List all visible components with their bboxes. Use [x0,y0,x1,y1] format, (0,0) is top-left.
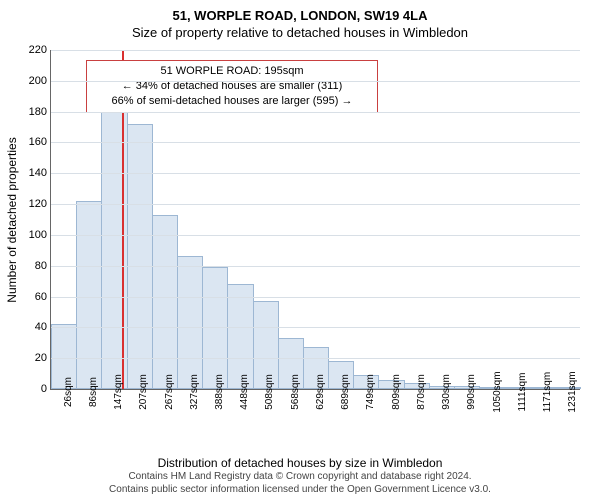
x-tick-label: 1050sqm [492,371,503,412]
chart-title-block: 51, WORPLE ROAD, LONDON, SW19 4LA Size o… [0,0,600,40]
x-tick: 1231sqm [555,390,580,420]
y-tick-label: 220 [21,44,47,56]
x-tick-label: 147sqm [113,374,124,410]
x-tick: 448sqm [227,390,252,420]
x-tick-label: 508sqm [264,374,275,410]
x-tick: 749sqm [353,390,378,420]
x-tick-label: 629sqm [315,374,326,410]
y-tick-label: 60 [21,291,47,303]
footer-attribution: Contains HM Land Registry data © Crown c… [0,470,600,496]
x-tick: 508sqm [252,390,277,420]
x-tick: 809sqm [378,390,403,420]
property-info-box: 51 WORPLE ROAD: 195sqm ← 34% of detached… [86,60,378,113]
x-tick: 930sqm [429,390,454,420]
gridline [51,327,580,328]
x-tick: 1111sqm [504,390,529,420]
x-tick: 327sqm [176,390,201,420]
chart-area: 51 WORPLE ROAD: 195sqm ← 34% of detached… [50,50,580,420]
x-tick-label: 388sqm [214,374,225,410]
y-tick-label: 80 [21,260,47,272]
x-tick: 689sqm [328,390,353,420]
y-axis-label: Number of detached properties [5,137,19,302]
x-tick: 1171sqm [529,390,554,420]
x-tick-label: 26sqm [63,377,74,407]
x-tick: 568sqm [277,390,302,420]
y-tick-label: 180 [21,106,47,118]
y-tick-label: 160 [21,136,47,148]
x-tick-label: 207sqm [138,374,149,410]
histogram-bar [177,256,203,389]
x-tick: 1050sqm [479,390,504,420]
x-tick-label: 1231sqm [567,371,578,412]
gridline [51,173,580,174]
x-tick: 26sqm [50,390,75,420]
y-tick-label: 140 [21,167,47,179]
footer-line1: Contains HM Land Registry data © Crown c… [0,470,600,483]
x-tick-label: 689sqm [340,374,351,410]
x-tick-label: 990sqm [466,374,477,410]
x-tick-label: 267sqm [164,374,175,410]
y-tick-label: 20 [21,352,47,364]
footer-line2: Contains public sector information licen… [0,483,600,496]
y-tick-label: 40 [21,321,47,333]
x-tick-label: 1171sqm [542,372,553,412]
x-tick-label: 930sqm [441,374,452,410]
x-tick: 267sqm [151,390,176,420]
histogram-bar [76,201,102,389]
title-sub: Size of property relative to detached ho… [0,25,600,40]
infobox-line3: 66% of semi-detached houses are larger (… [95,94,369,109]
x-tick-label: 86sqm [88,377,99,407]
x-tick-label: 568sqm [290,374,301,410]
plot-area: 51 WORPLE ROAD: 195sqm ← 34% of detached… [50,50,580,390]
gridline [51,112,580,113]
infobox-line1: 51 WORPLE ROAD: 195sqm [95,64,369,79]
x-tick-label: 809sqm [391,374,402,410]
histogram-bar [152,215,178,389]
x-ticks: 26sqm86sqm147sqm207sqm267sqm327sqm388sqm… [50,390,580,420]
gridline [51,81,580,82]
y-tick-label: 200 [21,75,47,87]
gridline [51,235,580,236]
title-main: 51, WORPLE ROAD, LONDON, SW19 4LA [0,8,600,23]
x-axis-label: Distribution of detached houses by size … [158,456,443,470]
x-tick-label: 870sqm [416,374,427,410]
x-tick: 388sqm [201,390,226,420]
histogram-bar [127,124,153,389]
x-tick-label: 448sqm [239,374,250,410]
x-tick-label: 749sqm [365,374,376,410]
x-tick: 990sqm [454,390,479,420]
y-tick-label: 100 [21,229,47,241]
x-tick: 86sqm [75,390,100,420]
x-tick: 147sqm [100,390,125,420]
y-tick-label: 120 [21,198,47,210]
x-tick-label: 327sqm [189,374,200,410]
gridline [51,358,580,359]
x-tick: 207sqm [126,390,151,420]
gridline [51,297,580,298]
x-tick-label: 1111sqm [517,373,528,412]
gridline [51,50,580,51]
gridline [51,266,580,267]
x-tick: 629sqm [302,390,327,420]
gridline [51,204,580,205]
gridline [51,142,580,143]
x-tick: 870sqm [403,390,428,420]
y-tick-label: 0 [21,383,47,395]
